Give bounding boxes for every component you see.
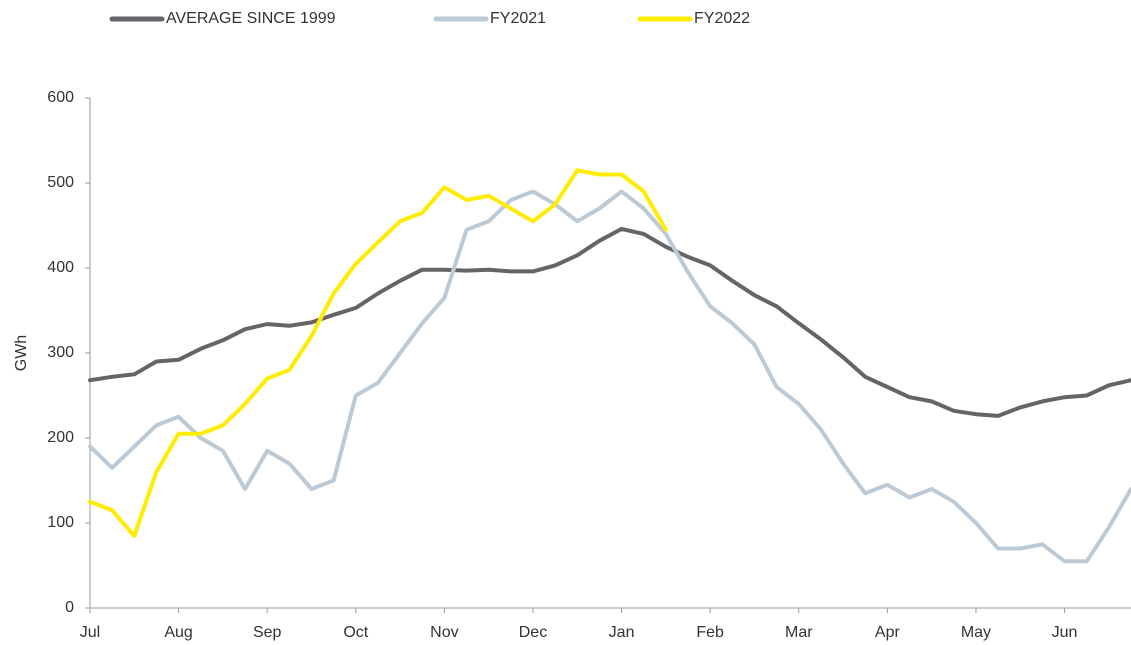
x-tick-label: Jun (1052, 624, 1078, 641)
legend-label: FY2021 (490, 10, 546, 27)
x-tick-label: Aug (164, 624, 192, 641)
x-tick-label: Nov (430, 624, 458, 641)
y-tick-label: 300 (47, 344, 74, 361)
series-line (88, 168, 668, 538)
legend-label: AVERAGE SINCE 1999 (166, 10, 336, 27)
y-tick-label: 600 (47, 89, 74, 106)
legend-label: FY2022 (694, 10, 750, 27)
y-tick-label: 200 (47, 429, 74, 446)
x-tick-label: Mar (785, 624, 813, 641)
x-tick-label: Dec (519, 624, 547, 641)
x-tick-label: Jan (609, 624, 635, 641)
y-tick-label: 0 (65, 599, 74, 616)
x-tick-label: Apr (875, 624, 901, 641)
series-line (88, 189, 1131, 564)
y-tick-label: 500 (47, 174, 74, 191)
y-tick-label: 400 (47, 259, 74, 276)
y-axis-label: GWh (13, 335, 30, 371)
series-line (88, 226, 1131, 418)
y-tick-label: 100 (47, 514, 74, 531)
x-tick-label: Sep (253, 624, 282, 641)
x-tick-label: Jul (80, 624, 100, 641)
x-tick-label: Feb (696, 624, 724, 641)
x-tick-label: May (961, 624, 991, 641)
x-tick-label: Oct (343, 624, 368, 641)
